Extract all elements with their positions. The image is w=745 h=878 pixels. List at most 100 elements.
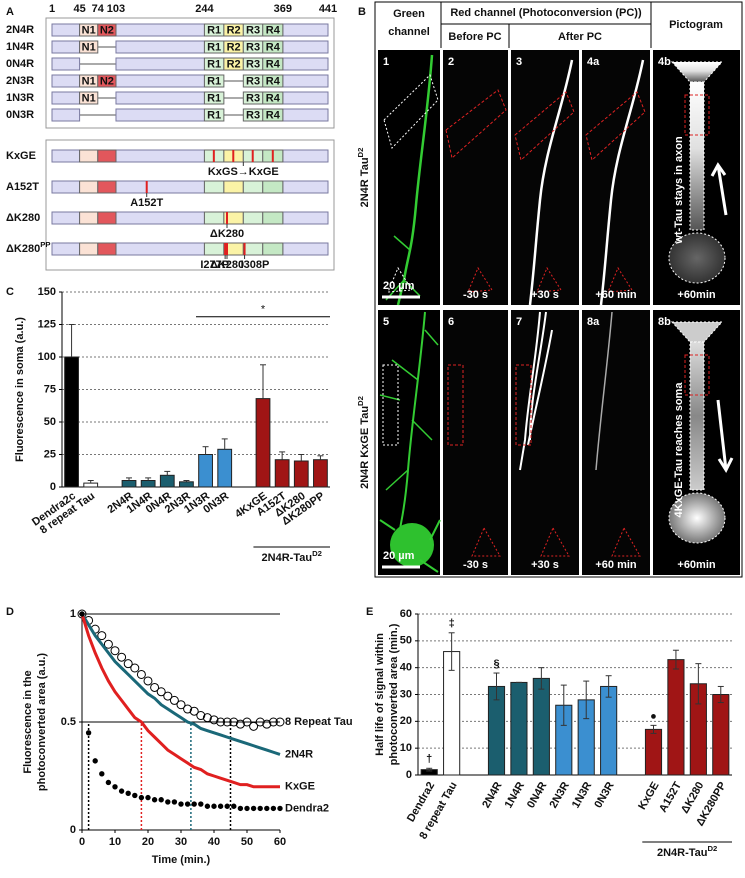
domain [242, 211, 264, 225]
open-circle-marker [229, 717, 239, 727]
y-tick-label: 50 [400, 635, 412, 647]
domain-label: R1 [207, 109, 221, 121]
body-segment [51, 40, 81, 54]
series-line [80, 613, 280, 789]
mutant-label-main: KxGE [6, 150, 36, 162]
y-tick-label: 10 [400, 742, 412, 754]
significance-star: * [261, 304, 266, 316]
y-tick-label: 0.5 [61, 716, 76, 728]
panel-label: A [6, 6, 14, 18]
bar [83, 482, 99, 488]
panel-number: 3 [516, 56, 522, 68]
open-circle-marker [196, 711, 206, 721]
dot-marker [145, 794, 151, 801]
domain-label: N2 [100, 75, 114, 87]
residue-label: 45 [73, 3, 85, 15]
open-circle-marker [117, 652, 127, 662]
open-circle-marker [216, 717, 226, 727]
panel-number: 6 [448, 316, 454, 328]
y-axis-title: photoconverted area (a.u.) [36, 653, 48, 791]
panel-b-art [374, 1, 743, 578]
open-circle-marker [249, 721, 259, 731]
body-segment [282, 40, 329, 54]
x-tick-label: 10 [109, 836, 121, 848]
y-tick-label: 0 [406, 769, 412, 781]
body-segment [51, 149, 81, 163]
dot-marker [125, 790, 131, 796]
bar [255, 398, 271, 488]
row-label: 2N4R TauD2 [356, 148, 371, 208]
bar [644, 728, 663, 776]
header: Green [393, 8, 425, 20]
mutation-annotation: ΔK280 [210, 228, 244, 240]
series-label: Dendra2 [285, 802, 329, 814]
group-label-main: 2N4R-Tau [262, 552, 313, 564]
mutation-annotation: KxGS→KxGE [208, 166, 279, 178]
open-circle-marker [255, 717, 265, 727]
domain [79, 242, 99, 256]
x-tick-label: 2N4R [480, 780, 504, 810]
dot-marker [178, 801, 184, 807]
domain [262, 23, 284, 37]
mutation-annotation: I277P [200, 259, 229, 271]
isoform-label: 2N4R [6, 24, 34, 36]
scale-bar-label: 20 µm [383, 280, 415, 292]
domain-label: R1 [207, 24, 221, 36]
dot-marker [92, 758, 98, 764]
x-tick-label: 2N3R [547, 780, 571, 810]
domain-label: N2 [100, 24, 114, 36]
dot-marker [138, 794, 145, 801]
panel-label: E [366, 606, 373, 618]
domain-label: R1 [207, 92, 221, 104]
domain-label: N1 [82, 24, 96, 36]
x-tick-label: 0N4R [525, 780, 549, 810]
bar [121, 480, 137, 488]
dot-marker [217, 803, 224, 809]
domain [79, 180, 99, 194]
open-circle-marker [209, 715, 219, 725]
x-tick-label: 40 [208, 836, 220, 848]
isoform-label: 0N3R [6, 109, 34, 121]
domain [242, 180, 264, 194]
time-label: +60 min [595, 289, 637, 301]
y-tick-label: 150 [38, 286, 56, 298]
row-label-sup: D2 [356, 148, 365, 158]
domain-label: R3 [246, 41, 260, 53]
open-circle-marker [169, 695, 179, 705]
open-circle-marker [202, 713, 212, 723]
body-segment [282, 242, 329, 256]
body-segment [115, 180, 205, 194]
time-label: -30 s [463, 559, 488, 571]
body-segment [51, 91, 81, 105]
dot-marker [277, 805, 283, 812]
domain [203, 211, 225, 225]
significance-mark: § [493, 658, 499, 670]
panel-number: 1 [383, 56, 389, 68]
y-axis-title: Fluorescence in soma (a.u.) [14, 317, 26, 462]
domain [203, 108, 225, 122]
x-tick-label: 30 [175, 836, 187, 848]
pictogram-caption: 4KxGE-Tau reaches soma [673, 382, 685, 518]
domain [262, 108, 284, 122]
y-tick-label: 75 [44, 383, 56, 395]
mutant-label: ΔK280 [6, 212, 40, 224]
bar [274, 459, 290, 488]
open-circle-marker [156, 687, 166, 697]
dot-marker [171, 799, 178, 805]
y-axis-title: Fluorescence in the [22, 670, 34, 773]
header: After PC [558, 31, 602, 43]
bar [140, 480, 156, 488]
domain-label: R3 [246, 92, 260, 104]
domain-label: R4 [266, 58, 281, 70]
time-label: +60 min [595, 559, 637, 571]
open-circle-marker [222, 717, 232, 727]
dot-marker [237, 805, 244, 812]
series-label: 2N4R [285, 748, 313, 760]
group-label-sup: D2 [312, 549, 322, 558]
domain [262, 91, 284, 105]
bar [198, 454, 213, 488]
time-label: +60min [677, 289, 715, 301]
open-circle-marker [130, 663, 140, 673]
mutation-annotation: ΔK280 [210, 259, 244, 271]
